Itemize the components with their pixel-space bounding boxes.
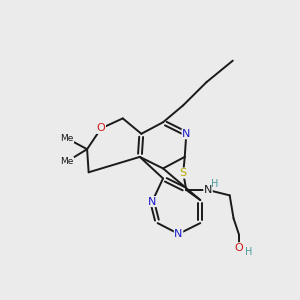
Text: N: N — [174, 229, 183, 239]
Text: H: H — [244, 247, 252, 256]
Text: O: O — [97, 123, 105, 134]
Text: O: O — [235, 243, 243, 253]
Text: Me: Me — [60, 157, 74, 166]
Text: N: N — [204, 185, 212, 195]
Text: Me: Me — [60, 134, 74, 143]
Text: N: N — [148, 196, 156, 206]
Text: N: N — [182, 129, 190, 139]
Text: H: H — [211, 179, 218, 189]
Text: S: S — [180, 168, 187, 178]
